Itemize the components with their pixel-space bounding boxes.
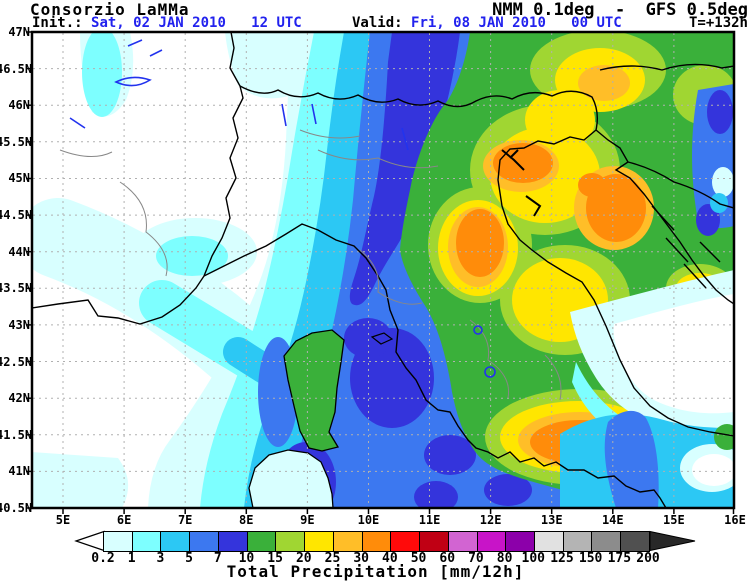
init-label: Init.: — [32, 15, 92, 31]
colorbar-tick-label: 25 — [324, 551, 341, 566]
lakes — [69, 39, 496, 378]
source-title: Consorzio LaMMa — [30, 0, 190, 19]
valid-label: Valid: — [352, 15, 412, 31]
lat-label: 43N — [8, 317, 30, 332]
lon-label: 12E — [479, 513, 502, 527]
colorbar-tick-label: 40 — [382, 551, 398, 566]
colorbar-tick-label: 3 — [156, 551, 165, 566]
colorbar-cell — [476, 532, 506, 551]
grid — [33, 33, 733, 507]
lat-label: 40.5N — [0, 500, 33, 515]
coastlines — [33, 33, 733, 507]
lat-label: 45.5N — [0, 134, 33, 149]
colorbar-cell — [447, 532, 477, 551]
colorbar-tick-label: 5 — [185, 551, 193, 566]
colorbar-cell — [275, 532, 305, 551]
axis-ticks — [26, 31, 735, 514]
colorbar-tick-label: 0.2 — [91, 551, 115, 566]
lon-label: 11E — [418, 513, 441, 527]
lat-label: 44.5N — [0, 208, 33, 223]
lat-label: 46.5N — [0, 61, 33, 76]
lat-label: 43.5N — [0, 281, 33, 296]
colorbar-cell — [332, 532, 362, 551]
valid-value: Fri, 08 JAN 2010 00 UTC — [411, 15, 622, 31]
colorbar-cell — [390, 532, 420, 551]
lon-label: 15E — [663, 513, 685, 527]
colorbar-cell — [189, 532, 218, 551]
colorbar-tick-label: 10 — [238, 551, 255, 566]
colorbar-cell — [534, 532, 563, 551]
lat-label: 45N — [8, 171, 30, 186]
colorbar-tick-label: 200 — [636, 551, 660, 566]
colorbar-tick-label: 15 — [267, 551, 283, 566]
colorbar-cell — [505, 532, 535, 551]
colorbar — [103, 531, 650, 552]
model-title: NMM 0.1deg - GFS 0.5deg — [492, 0, 748, 20]
colorbar-tick-label: 1 — [127, 551, 136, 566]
colorbar-cell — [361, 532, 391, 551]
colorbar-tick-label: 50 — [410, 551, 427, 566]
lon-label: 8E — [239, 513, 254, 527]
lon-label: 16E — [724, 513, 746, 527]
lat-label: 42.5N — [0, 354, 33, 369]
colorbar-cell — [131, 532, 161, 551]
colorbar-title: Total Precipitation [mm/12h] — [226, 562, 525, 581]
lat-label: 41.5N — [0, 427, 33, 442]
map-frame — [30, 30, 736, 510]
colorbar-tick-label: 30 — [353, 551, 369, 566]
colorbar-cell — [591, 532, 621, 551]
colorbar-tick-label: 125 — [550, 551, 574, 566]
colorbar-cell — [160, 532, 190, 551]
lon-label: 9E — [300, 513, 315, 527]
lat-label: 41N — [8, 464, 30, 479]
colorbar-tick-label: 70 — [468, 551, 484, 566]
colorbar-tick-label: 60 — [439, 551, 456, 566]
lon-label: 7E — [177, 513, 193, 527]
colorbar-tick-label: 20 — [295, 551, 312, 566]
colorbar-cell — [620, 532, 649, 551]
colorbar-tick-label: 175 — [607, 551, 632, 566]
lon-label: 5E — [55, 513, 71, 527]
lead-time: T=+132h — [688, 15, 748, 31]
lat-label: 42N — [8, 391, 30, 406]
colorbar-tick-label: 150 — [578, 551, 603, 566]
colorbar-cell — [246, 532, 276, 551]
colorbar-tick-label: 80 — [496, 551, 513, 566]
colorbar-over-arrow — [649, 530, 696, 552]
lon-label: 13E — [540, 513, 563, 527]
lat-label: 47N — [8, 25, 30, 39]
precip-field — [33, 33, 733, 507]
init-line: Init.: Sat, 02 JAN 2010 12 UTC — [32, 15, 302, 31]
init-value: Sat, 02 JAN 2010 12 UTC — [91, 15, 302, 31]
colorbar-cell — [304, 532, 333, 551]
lon-label: 10E — [357, 513, 380, 527]
colorbar-tick-label: 7 — [213, 551, 222, 566]
colorbar-cell — [419, 532, 448, 551]
lon-label: 14E — [601, 513, 624, 527]
colorbar-tick-label: 100 — [521, 551, 545, 566]
colorbar-under-arrow — [74, 530, 105, 552]
lat-label: 46N — [8, 98, 30, 113]
colorbar-cell — [562, 532, 592, 551]
colorbar-cell — [217, 532, 247, 551]
colorbar-cell — [104, 532, 132, 551]
lon-label: 6E — [116, 513, 132, 527]
lat-label: 44N — [8, 244, 30, 259]
valid-line: Valid: Fri, 08 JAN 2010 00 UTC — [352, 15, 622, 31]
